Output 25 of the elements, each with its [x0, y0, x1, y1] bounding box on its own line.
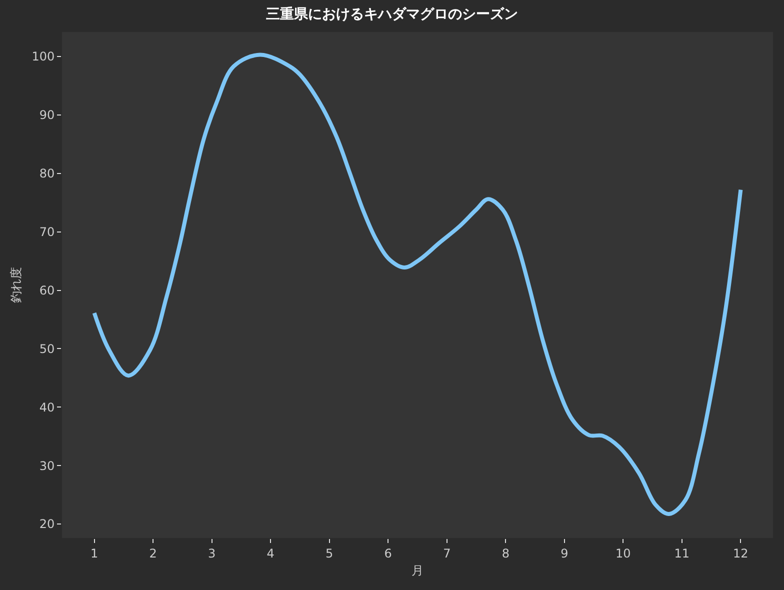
y-axis-title: 釣れ度	[8, 267, 23, 303]
x-tick-label: 7	[443, 546, 451, 560]
y-tick-label: 100	[32, 50, 55, 64]
x-tick-label: 9	[560, 546, 568, 560]
line-series	[92, 52, 743, 516]
x-tick-label: 2	[149, 546, 157, 560]
x-tick-label: 11	[674, 546, 690, 560]
y-tick-label: 70	[39, 225, 55, 240]
x-tick-label: 5	[326, 546, 334, 560]
y-tick-label: 20	[39, 517, 55, 532]
x-tick-label: 1	[90, 546, 98, 560]
x-tick-label: 8	[502, 546, 510, 560]
x-tick-label: 6	[384, 546, 392, 560]
y-tick-label: 80	[39, 166, 55, 181]
x-tick-label: 3	[208, 546, 216, 560]
y-tick-label: 90	[39, 108, 55, 122]
x-tick-label: 10	[616, 546, 631, 560]
y-tick-label: 30	[39, 458, 55, 473]
x-axis-title: 月	[412, 563, 424, 578]
x-tick-label: 12	[733, 546, 748, 560]
y-tick-label: 50	[39, 342, 55, 356]
y-tick-label: 60	[39, 283, 55, 298]
x-tick-label: 4	[266, 546, 274, 560]
chart-title: 三重県におけるキハダマグロのシーズン	[266, 6, 518, 23]
y-tick-label: 40	[39, 400, 55, 414]
